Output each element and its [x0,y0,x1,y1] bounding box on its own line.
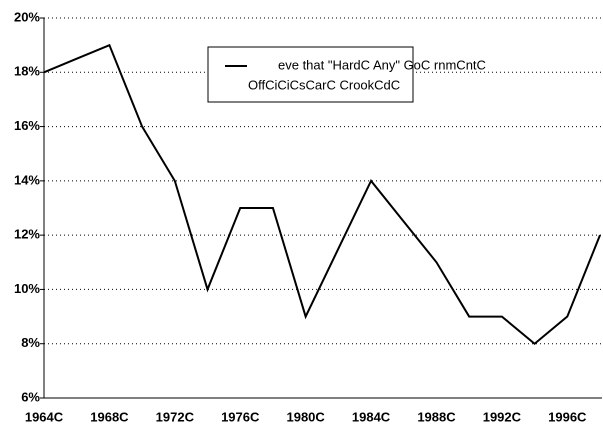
x-tick-label: 1996C [548,409,587,424]
y-tick-label: 20% [14,9,40,24]
y-tick-label: 8% [21,335,40,350]
x-tick-label: 1976C [221,409,260,424]
legend-text: eve that "HardC Any" GoC rnmCntC [278,57,486,72]
x-tick-label: 1972C [156,409,195,424]
legend-text: OffCiCiCsCarC CrookCdC [248,77,400,92]
y-tick-label: 12% [14,227,40,242]
y-tick-label: 18% [14,64,40,79]
y-tick-label: 10% [14,281,40,296]
x-tick-label: 1964C [25,409,64,424]
x-tick-label: 1992C [483,409,522,424]
y-tick-label: 6% [21,389,40,404]
series-line [43,43,601,346]
y-tick-label: 14% [14,172,40,187]
x-tick-label: 1980C [286,409,325,424]
legend-box [207,46,414,103]
x-tick-label: 1988C [417,409,456,424]
x-tick-label: 1968C [90,409,129,424]
x-tick-label: 1984C [352,409,391,424]
y-tick-label: 16% [14,118,40,133]
